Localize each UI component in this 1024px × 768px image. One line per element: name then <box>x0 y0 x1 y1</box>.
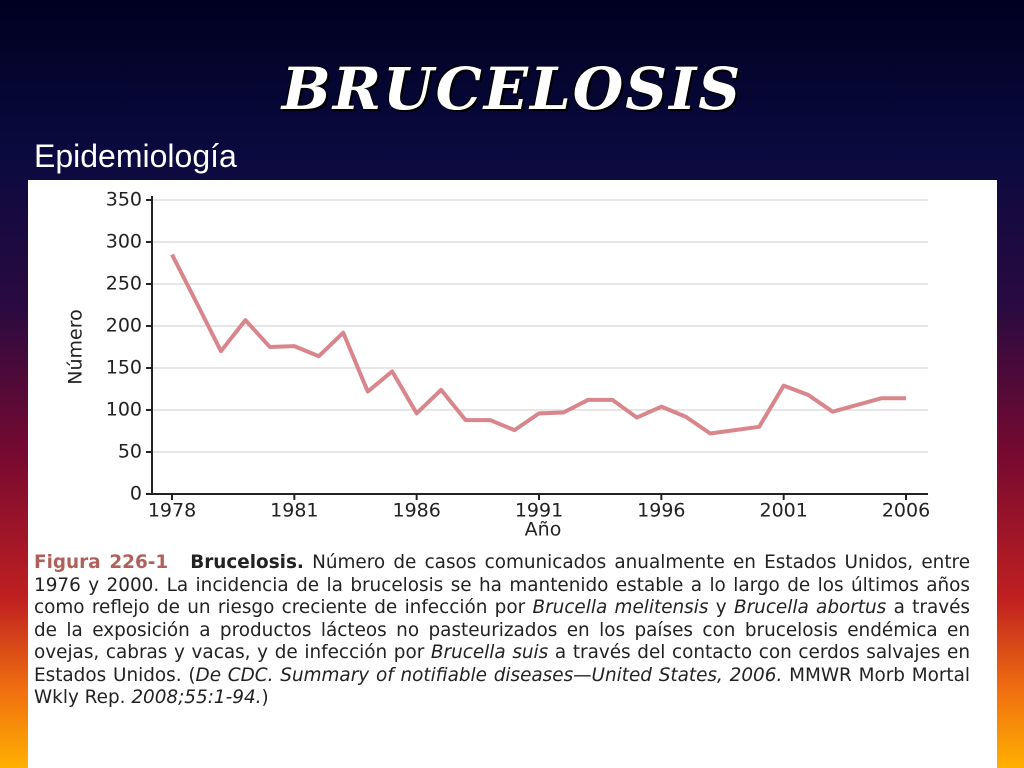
chart: 0 50 100 150 200 250 300 350 1978 1981 1986 1991 199… <box>65 189 931 541</box>
caption-text: ) <box>261 687 269 708</box>
x-tick-label: 2001 <box>759 500 807 522</box>
y-tick-label: 150 <box>106 357 142 379</box>
x-tick-label: 1981 <box>270 500 318 522</box>
y-axis-label: Número <box>65 309 87 384</box>
caption-text: MMWR Morb Mortal Wkly Rep. <box>34 664 970 709</box>
caption-text: Brucella suis <box>430 642 549 663</box>
caption-text: 2008;55:1-94. <box>131 687 262 708</box>
caption-text: Brucella abortus <box>733 597 887 618</box>
x-axis-label: Año <box>525 519 562 541</box>
caption-text: a través del contacto con cerdos salvaje… <box>34 642 970 686</box>
caption-text: Brucella melitensis <box>532 597 709 618</box>
y-tick-label: 50 <box>118 441 142 463</box>
y-tick-label: 200 <box>106 315 142 337</box>
slide-title: BRUCELOSIS <box>281 55 743 123</box>
caption-label: Figura 226-1 <box>34 552 169 573</box>
caption: Figura 226-1 Brucelosis. Número de casos … <box>34 552 970 710</box>
slide-subtitle: Epidemiología <box>34 138 237 174</box>
caption-lead: Brucelosis. <box>190 552 304 573</box>
y-tick-label: 300 <box>106 231 142 253</box>
caption-text: De CDC. Summary of notifiable diseases—U… <box>195 664 790 686</box>
caption-text: a través de la exposición a productos lá… <box>34 597 970 663</box>
data-line <box>170 253 906 436</box>
caption-text: Número de casos comunicados anualmente e… <box>34 552 971 618</box>
caption-text: y <box>708 597 734 618</box>
x-tick-label: 1986 <box>392 500 440 522</box>
y-tick-label: 100 <box>106 399 142 421</box>
y-tick-label: 350 <box>106 189 142 211</box>
x-tick-label: 1978 <box>148 500 196 522</box>
y-tick-label: 250 <box>106 273 142 295</box>
x-tick-label: 1996 <box>637 500 685 522</box>
x-tick-label: 1991 <box>515 500 563 522</box>
y-tick-label: 0 <box>130 483 142 505</box>
x-tick-label: 2006 <box>882 500 930 522</box>
figure-panel: 0 50 100 150 200 250 300 350 1978 1981 1986 1991 199… <box>28 180 997 768</box>
